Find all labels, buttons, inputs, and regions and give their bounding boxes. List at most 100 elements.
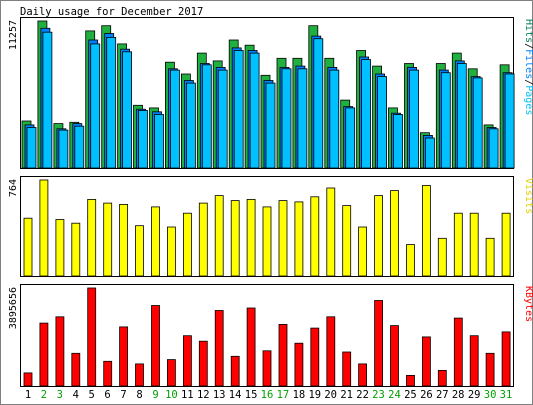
legend-part-hits: Hits xyxy=(523,19,533,43)
day-label-7: 7 xyxy=(120,389,126,401)
chart-title: Daily usage for December 2017 xyxy=(20,6,203,18)
day-label-5: 5 xyxy=(89,389,95,401)
bar-visits-day-11 xyxy=(182,212,192,277)
bar-pages-day-22 xyxy=(361,59,372,169)
day-label-27: 27 xyxy=(436,389,449,401)
bar-kbytes-day-25 xyxy=(406,374,415,387)
bar-visits-day-26 xyxy=(421,185,431,277)
bar-pages-day-15 xyxy=(249,52,260,169)
bar-pages-day-19 xyxy=(313,38,324,169)
day-label-16: 16 xyxy=(261,389,274,401)
bar-kbytes-day-28 xyxy=(453,317,463,387)
day-label-25: 25 xyxy=(404,389,417,401)
bar-kbytes-day-17 xyxy=(278,323,288,387)
bar-pages-day-11 xyxy=(185,82,196,169)
bar-visits-day-10 xyxy=(166,226,176,277)
bar-visits-day-7 xyxy=(119,203,128,277)
bar-pages-day-2 xyxy=(42,31,53,169)
bar-visits-day-23 xyxy=(374,195,384,277)
bar-pages-day-6 xyxy=(106,37,117,169)
bar-kbytes-day-15 xyxy=(246,307,256,387)
bar-visits-day-15 xyxy=(246,198,256,277)
bar-pages-day-27 xyxy=(440,72,451,169)
bar-visits-day-1 xyxy=(23,217,33,277)
bar-visits-day-28 xyxy=(453,212,463,277)
bar-kbytes-day-29 xyxy=(469,335,479,387)
legend-part-slash: / xyxy=(523,79,533,85)
bar-kbytes-day-16 xyxy=(262,350,272,387)
bar-kbytes-day-30 xyxy=(485,352,495,387)
bar-pages-day-12 xyxy=(201,64,212,169)
bar-kbytes-day-31 xyxy=(501,331,511,387)
bar-visits-day-13 xyxy=(214,195,224,277)
bar-pages-day-7 xyxy=(122,51,132,169)
bar-pages-day-5 xyxy=(90,43,101,169)
bar-kbytes-day-23 xyxy=(374,300,384,387)
day-label-22: 22 xyxy=(356,389,369,401)
panel-3-legend: KBytes xyxy=(523,286,533,322)
day-label-29: 29 xyxy=(468,389,481,401)
bar-kbytes-day-26 xyxy=(421,336,431,387)
bar-pages-day-4 xyxy=(74,125,85,169)
legend-part-visits: Visits xyxy=(523,178,533,214)
bar-visits-day-25 xyxy=(406,244,415,277)
legend-part-kbytes: KBytes xyxy=(523,286,533,322)
bar-kbytes-day-10 xyxy=(166,359,176,387)
bar-visits-day-12 xyxy=(198,202,208,277)
bar-visits-day-24 xyxy=(390,190,399,277)
bar-kbytes-day-6 xyxy=(103,360,113,387)
bar-visits-day-9 xyxy=(151,206,160,277)
bar-visits-day-19 xyxy=(310,196,320,277)
bar-kbytes-day-14 xyxy=(230,355,240,387)
bar-pages-day-29 xyxy=(472,77,483,169)
bar-kbytes-day-11 xyxy=(182,335,192,387)
panel-1-legend: Hits/Files/Pages xyxy=(523,19,533,115)
bar-pages-day-28 xyxy=(456,63,467,169)
bar-kbytes-day-7 xyxy=(119,326,128,387)
day-label-17: 17 xyxy=(277,389,290,401)
bar-visits-day-4 xyxy=(71,222,81,277)
bar-pages-day-14 xyxy=(233,50,244,169)
day-label-18: 18 xyxy=(293,389,306,401)
bar-kbytes-day-24 xyxy=(390,325,399,387)
panel-3-ymax-label: 3895656 xyxy=(8,287,19,329)
bar-visits-day-8 xyxy=(135,225,144,277)
bar-visits-day-30 xyxy=(485,237,495,277)
day-label-21: 21 xyxy=(340,389,353,401)
bar-visits-day-27 xyxy=(437,237,447,277)
bar-pages-day-30 xyxy=(488,128,499,169)
bar-kbytes-day-19 xyxy=(310,327,320,387)
bar-pages-day-20 xyxy=(329,69,340,169)
day-label-19: 19 xyxy=(308,389,321,401)
bar-visits-day-14 xyxy=(230,200,240,277)
day-label-12: 12 xyxy=(197,389,210,401)
bar-kbytes-day-20 xyxy=(326,316,336,387)
day-label-6: 6 xyxy=(104,389,110,401)
bar-kbytes-day-21 xyxy=(342,351,352,387)
bar-pages-day-26 xyxy=(424,137,435,169)
bar-kbytes-day-4 xyxy=(71,352,81,387)
bar-visits-day-18 xyxy=(294,201,304,277)
bar-visits-day-6 xyxy=(103,202,113,277)
day-label-31: 31 xyxy=(500,389,513,401)
day-label-9: 9 xyxy=(152,389,158,401)
bar-visits-day-20 xyxy=(326,187,336,277)
bar-pages-day-13 xyxy=(217,69,228,169)
day-label-30: 30 xyxy=(484,389,497,401)
day-label-13: 13 xyxy=(213,389,226,401)
day-label-11: 11 xyxy=(181,389,194,401)
bar-kbytes-day-13 xyxy=(214,310,224,387)
panel-1-ymax-label: 11257 xyxy=(8,20,19,50)
bar-pages-day-24 xyxy=(393,114,403,169)
bar-visits-day-17 xyxy=(278,200,288,277)
bar-pages-day-9 xyxy=(154,114,164,169)
bar-pages-day-16 xyxy=(265,82,276,169)
day-label-28: 28 xyxy=(452,389,465,401)
bar-visits-day-29 xyxy=(469,212,479,277)
bar-visits-day-5 xyxy=(87,198,97,277)
bar-visits-day-3 xyxy=(55,219,65,277)
bar-pages-day-10 xyxy=(169,69,180,169)
bar-pages-day-3 xyxy=(58,129,69,169)
